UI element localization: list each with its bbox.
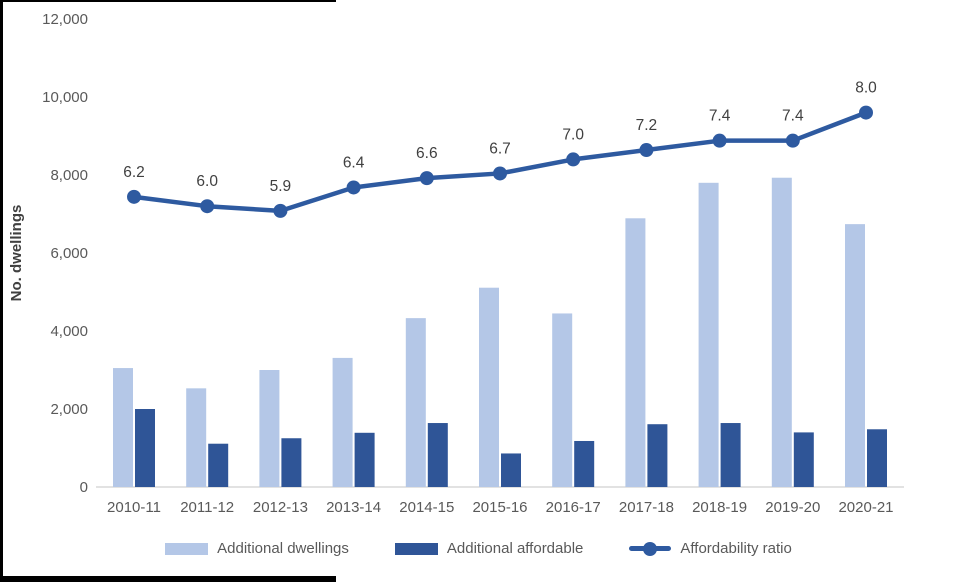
line-data-label: 7.0	[562, 126, 584, 143]
y-tick-label: 8,000	[50, 167, 88, 184]
x-tick-label: 2013-14	[326, 499, 381, 516]
bar-additional-affordable	[867, 429, 887, 487]
legend-swatch-additional-affordable	[394, 542, 438, 555]
x-tick-label: 2010-11	[107, 499, 161, 516]
legend-label-additional-dwellings: Additional dwellings	[217, 540, 349, 557]
affordability-ratio-line	[131, 110, 869, 214]
bar-additional-dwellings	[771, 177, 792, 488]
x-tick-label: 2014-15	[399, 499, 454, 516]
x-tick-label: 2017-18	[619, 499, 674, 516]
legend-item-affordability-ratio: Affordability ratio	[629, 540, 792, 557]
screenshot-border-left	[0, 0, 3, 582]
legend-label-additional-affordable: Additional affordable	[446, 540, 584, 557]
line-data-label: 8.0	[855, 80, 877, 97]
chart-legend: Additional dwellings Additional affordab…	[0, 540, 957, 557]
line-marker	[127, 189, 141, 204]
line-marker	[785, 133, 800, 148]
legend-swatch-additional-dwellings	[165, 542, 209, 555]
bar-additional-affordable	[720, 423, 741, 487]
screenshot-border-bottom	[0, 576, 336, 582]
line-data-label: 7.4	[782, 108, 804, 125]
x-tick-label: 2018-19	[692, 499, 747, 516]
bar-additional-affordable	[281, 438, 302, 487]
legend-line-marker-icon	[629, 541, 672, 556]
bar-additional-affordable	[793, 432, 814, 487]
bar-additional-dwellings	[625, 218, 646, 488]
line-data-label: 6.2	[123, 164, 145, 181]
line-marker	[200, 199, 215, 214]
bar-additional-dwellings	[332, 357, 353, 487]
screenshot-border-top	[0, 0, 336, 2]
line-marker	[493, 166, 507, 181]
bar-additional-affordable	[208, 443, 229, 487]
line-marker	[273, 203, 288, 218]
bar-additional-affordable	[501, 453, 521, 487]
x-tick-label: 2015-16	[472, 499, 527, 516]
x-tick-label: 2016-17	[546, 499, 601, 516]
bar-additional-dwellings	[259, 370, 280, 487]
y-tick-label: 6,000	[50, 245, 88, 262]
y-axis-title: No. dwellings	[8, 205, 25, 302]
bar-additional-affordable	[135, 409, 155, 487]
line-marker	[639, 143, 654, 158]
bar-additional-dwellings	[698, 182, 719, 488]
bar-additional-dwellings	[552, 313, 573, 487]
line-data-label: 6.7	[489, 140, 511, 157]
line-data-label: 6.0	[196, 173, 218, 190]
y-tick-label: 10,000	[42, 89, 88, 106]
line-marker	[346, 180, 361, 195]
line-marker	[859, 105, 873, 120]
x-tick-label: 2019-20	[765, 499, 820, 516]
legend-item-additional-dwellings: Additional dwellings	[165, 540, 349, 557]
line-data-label: 6.6	[416, 145, 438, 162]
bar-additional-affordable	[574, 440, 595, 487]
bar-additional-dwellings	[405, 318, 426, 487]
line-marker	[712, 133, 727, 148]
line-data-label: 7.4	[709, 108, 731, 125]
line-data-label: 6.4	[343, 154, 365, 171]
y-tick-label: 0	[80, 479, 88, 496]
bar-additional-affordable	[354, 432, 375, 487]
bar-additional-dwellings	[186, 388, 207, 487]
legend-line-dot-icon	[643, 541, 658, 556]
y-tick-label: 4,000	[50, 323, 88, 340]
bar-additional-dwellings	[113, 368, 133, 487]
line-data-label: 7.2	[636, 117, 658, 134]
x-tick-label: 2020-21	[838, 499, 893, 516]
bar-additional-affordable	[427, 423, 448, 487]
bar-additional-affordable	[647, 424, 668, 487]
bar-additional-dwellings	[479, 287, 499, 487]
x-tick-label: 2012-13	[253, 499, 308, 516]
line-data-label: 5.9	[270, 178, 292, 195]
x-tick-label: 2011-12	[180, 499, 234, 516]
line-marker	[419, 171, 434, 186]
legend-item-additional-affordable: Additional affordable	[394, 540, 584, 557]
legend-label-affordability-ratio: Affordability ratio	[680, 540, 792, 557]
y-tick-label: 12,000	[42, 11, 88, 28]
bar-additional-dwellings	[845, 224, 865, 487]
y-tick-label: 2,000	[50, 401, 88, 418]
line-marker	[566, 152, 581, 167]
